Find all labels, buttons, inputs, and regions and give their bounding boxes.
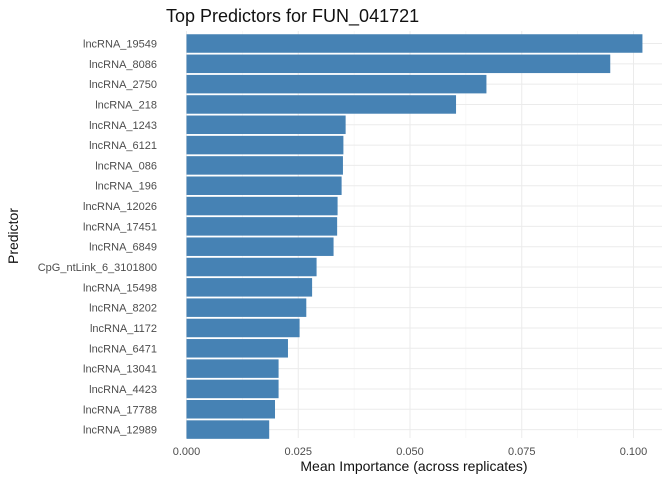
bar-lncRNA_17788	[186, 400, 276, 419]
bar-lncRNA_8086	[186, 54, 611, 74]
bar-lncRNA_196	[186, 176, 342, 195]
y-tick-label: lncRNA_196	[95, 181, 157, 193]
x-tick-label: 0.025	[284, 446, 312, 458]
y-tick-label: lncRNA_15498	[83, 282, 157, 294]
y-tick-label: lncRNA_13041	[83, 364, 157, 376]
y-tick-label: lncRNA_12989	[83, 425, 157, 437]
x-tick-label: 0.000	[173, 446, 201, 458]
y-tick-label: lncRNA_8202	[89, 303, 157, 315]
bar-CpG_ntLink_6_3101800	[186, 257, 317, 277]
y-tick-label: lncRNA_4423	[89, 384, 157, 396]
y-tick-label: lncRNA_12026	[83, 201, 157, 213]
y-tick-label: lncRNA_1243	[89, 120, 157, 132]
y-tick-label: CpG_ntLink_6_3101800	[38, 262, 157, 274]
y-tick-label: lncRNA_6471	[89, 343, 157, 355]
y-axis-title: Predictor	[5, 208, 21, 264]
bar-lncRNA_12026	[186, 196, 338, 216]
x-tick-label: 0.075	[508, 446, 536, 458]
bars	[186, 34, 643, 439]
y-tick-label: lncRNA_17451	[83, 221, 157, 233]
chart-title: Top Predictors for FUN_041721	[166, 6, 419, 27]
y-tick-label: lncRNA_6121	[89, 140, 157, 152]
y-tick-label: lncRNA_218	[95, 99, 157, 111]
bar-lncRNA_8202	[186, 298, 307, 317]
bar-lncRNA_17451	[186, 217, 338, 236]
x-axis-title: Mean Importance (across replicates)	[300, 458, 527, 474]
y-tick-label: lncRNA_8086	[89, 59, 157, 71]
bar-lncRNA_6471	[186, 339, 288, 358]
x-tick-label: 0.100	[620, 446, 648, 458]
y-tick-label: lncRNA_17788	[83, 404, 157, 416]
bar-lncRNA_6121	[186, 135, 344, 155]
bar-lncRNA_6849	[186, 237, 334, 256]
y-axis-tick-labels: lncRNA_19549 lncRNA_8086 lncRNA_2750 lncRNA…	[38, 39, 157, 437]
x-axis-tick-labels: 0.000 0.025 0.050 0.075 0.100	[173, 446, 648, 458]
y-tick-label: lncRNA_1172	[90, 323, 157, 335]
bar-lncRNA_15498	[186, 278, 313, 297]
bar-lncRNA_2750	[186, 74, 487, 94]
y-tick-label: lncRNA_2750	[89, 79, 157, 91]
bar-lncRNA_13041	[186, 359, 279, 378]
y-tick-label: lncRNA_6849	[89, 242, 157, 254]
y-tick-label: lncRNA_19549	[83, 39, 157, 51]
y-tick-label: lncRNA_086	[95, 160, 157, 172]
bar-lncRNA_12989	[186, 420, 270, 439]
bar-lncRNA_218	[186, 95, 457, 114]
bar-lncRNA_4423	[186, 379, 279, 399]
bar-lncRNA_1243	[186, 115, 346, 135]
bar-lncRNA_19549	[186, 34, 643, 53]
bar-lncRNA_086	[186, 156, 343, 175]
bar-lncRNA_1172	[186, 318, 300, 338]
x-tick-label: 0.050	[396, 446, 424, 458]
